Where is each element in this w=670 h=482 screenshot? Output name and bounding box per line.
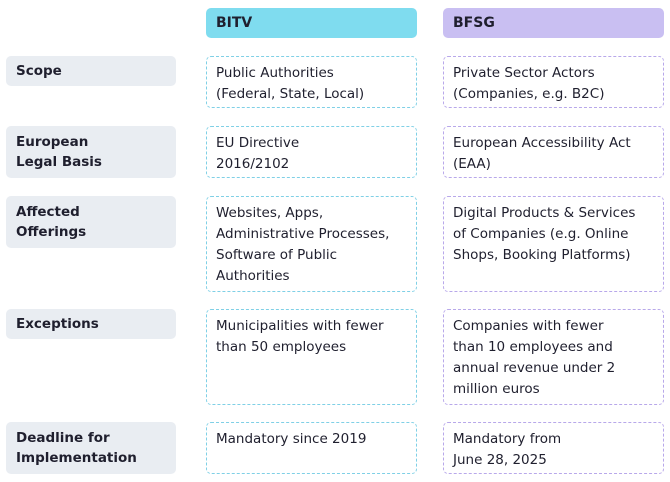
row-label-exceptions: Exceptions [6,309,176,339]
cell-bitv-legal-basis: EU Directive 2016/2102 [206,126,417,178]
cell-bfsg-scope: Private Sector Actors (Companies, e.g. B… [443,56,664,108]
row-label-legal-basis: European Legal Basis [6,126,176,178]
cell-bitv-scope: Public Authorities (Federal, State, Loca… [206,56,417,108]
column-header-bfsg: BFSG [443,8,664,38]
column-header-bitv: BITV [206,8,417,38]
cell-bfsg-exceptions: Companies with fewer than 10 employees a… [443,309,664,405]
cell-bfsg-deadline: Mandatory from June 28, 2025 [443,422,664,474]
cell-bfsg-legal-basis: European Accessibility Act (EAA) [443,126,664,178]
row-label-scope: Scope [6,56,176,86]
cell-bfsg-affected-offerings: Digital Products & Services of Companies… [443,196,664,292]
cell-bitv-exceptions: Municipalities with fewer than 50 employ… [206,309,417,405]
row-label-affected-offerings: Affected Offerings [6,196,176,248]
cell-bitv-affected-offerings: Websites, Apps, Administrative Processes… [206,196,417,292]
cell-bitv-deadline: Mandatory since 2019 [206,422,417,474]
row-label-deadline: Deadline for Implementation [6,422,176,474]
